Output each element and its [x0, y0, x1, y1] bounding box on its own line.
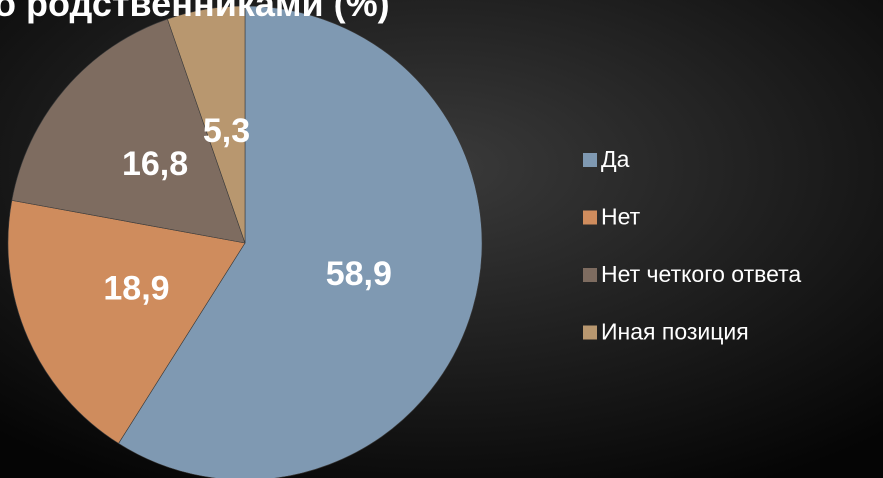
- legend-label: Нет: [601, 204, 641, 230]
- data-label: 16,8: [122, 145, 188, 183]
- legend-label: Нет четкого ответа: [601, 261, 801, 287]
- pie: 58,9 18,9 16,8 5,3: [7, 5, 483, 478]
- legend-swatch: [583, 210, 597, 225]
- pie-slice: [167, 5, 246, 244]
- data-label: 18,9: [103, 270, 169, 308]
- data-label: 58,9: [326, 255, 392, 293]
- data-label: 5,3: [203, 112, 250, 150]
- legend-label: Иная позиция: [601, 319, 749, 345]
- pie-slice: [7, 200, 246, 444]
- legend-swatch: [583, 153, 597, 167]
- pie-slice: [118, 5, 483, 478]
- legend-swatch: [583, 325, 597, 340]
- chart-title: о родственниками (%): [0, 0, 390, 24]
- legend-label: Да: [601, 146, 630, 172]
- legend-swatch: [583, 268, 597, 282]
